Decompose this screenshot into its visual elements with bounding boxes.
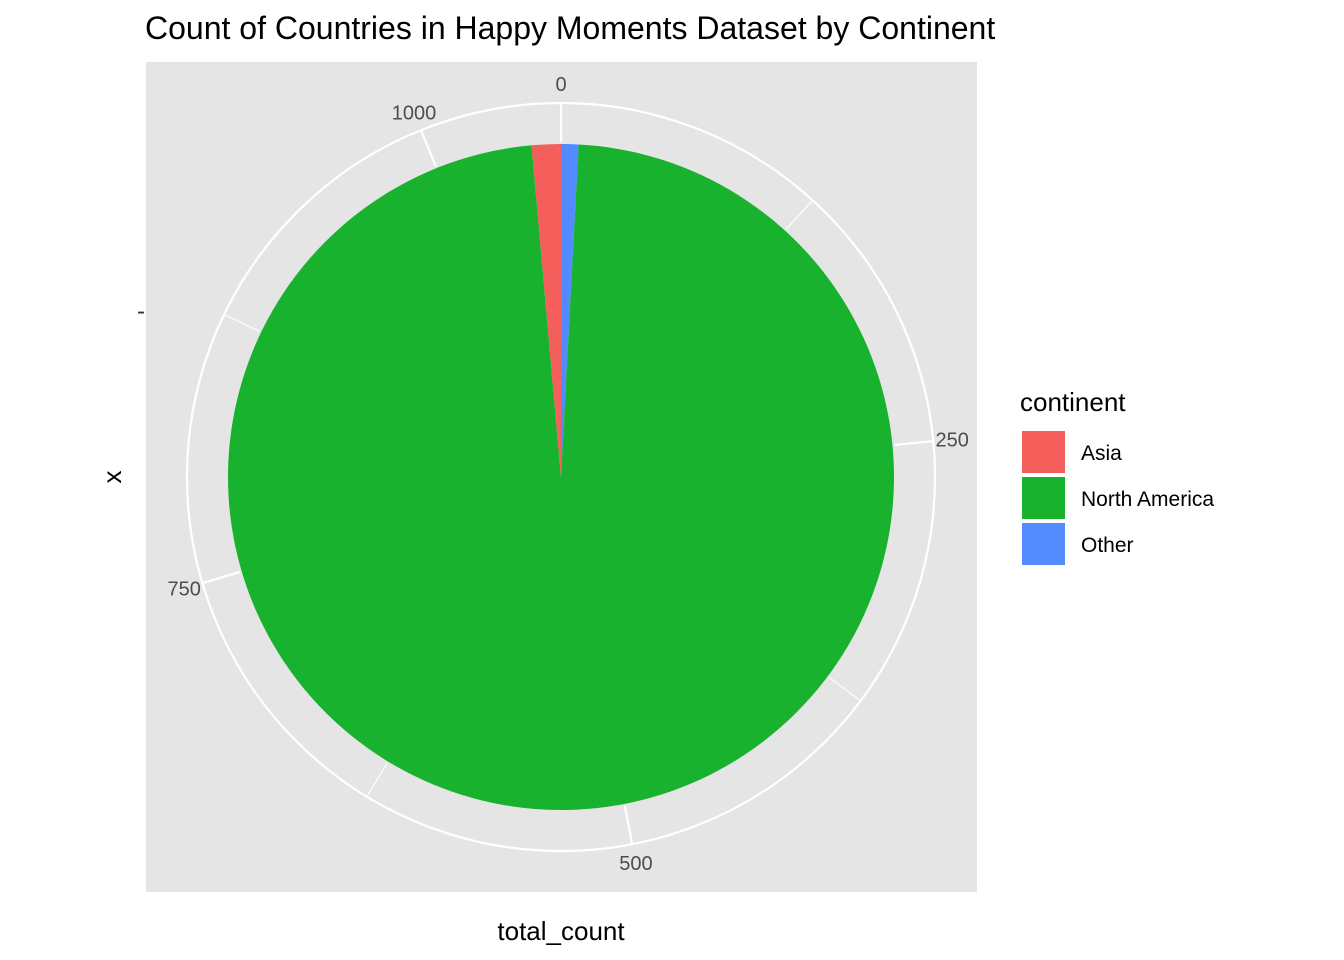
tick-layer: 0 250 500 750 1000 xyxy=(167,74,968,875)
legend-key-north-america xyxy=(1020,475,1067,521)
pie-slice-north-america xyxy=(227,144,894,810)
grid-layer xyxy=(185,101,937,853)
grid-spoke-minor xyxy=(785,199,813,230)
legend: continent Asia North America Other xyxy=(1020,387,1214,567)
grid-spoke-minor xyxy=(223,313,260,332)
theta-tick-label: 750 xyxy=(167,578,200,600)
theta-tick-label: 250 xyxy=(936,429,969,451)
legend-key-other xyxy=(1020,521,1067,567)
legend-items: Asia North America Other xyxy=(1020,429,1214,567)
grid-spoke-major xyxy=(420,129,437,167)
theta-tick-label: 500 xyxy=(619,853,652,875)
legend-label: Other xyxy=(1081,534,1134,557)
grid-spoke-major xyxy=(202,570,241,585)
pie-slice-other xyxy=(561,144,579,477)
x-axis-title: total_count xyxy=(497,916,625,946)
legend-label: North America xyxy=(1081,488,1214,511)
grid-spoke-major xyxy=(894,440,934,447)
y-tick-label: - xyxy=(137,298,145,325)
legend-title: continent xyxy=(1020,387,1126,417)
legend-key-asia xyxy=(1020,429,1067,475)
pie-slice-asia xyxy=(531,144,561,477)
theta-tick-label: 1000 xyxy=(392,103,437,125)
grid-spoke-major xyxy=(623,805,634,845)
theta-tick-label: 0 xyxy=(555,74,566,96)
chart-title: Count of Countries in Happy Moments Data… xyxy=(145,10,995,46)
grid-spoke-minor xyxy=(366,763,388,797)
grid-spoke-minor xyxy=(829,677,861,702)
y-axis-title: x xyxy=(97,471,127,484)
slice-layer xyxy=(227,144,894,810)
legend-label: Asia xyxy=(1081,442,1122,465)
